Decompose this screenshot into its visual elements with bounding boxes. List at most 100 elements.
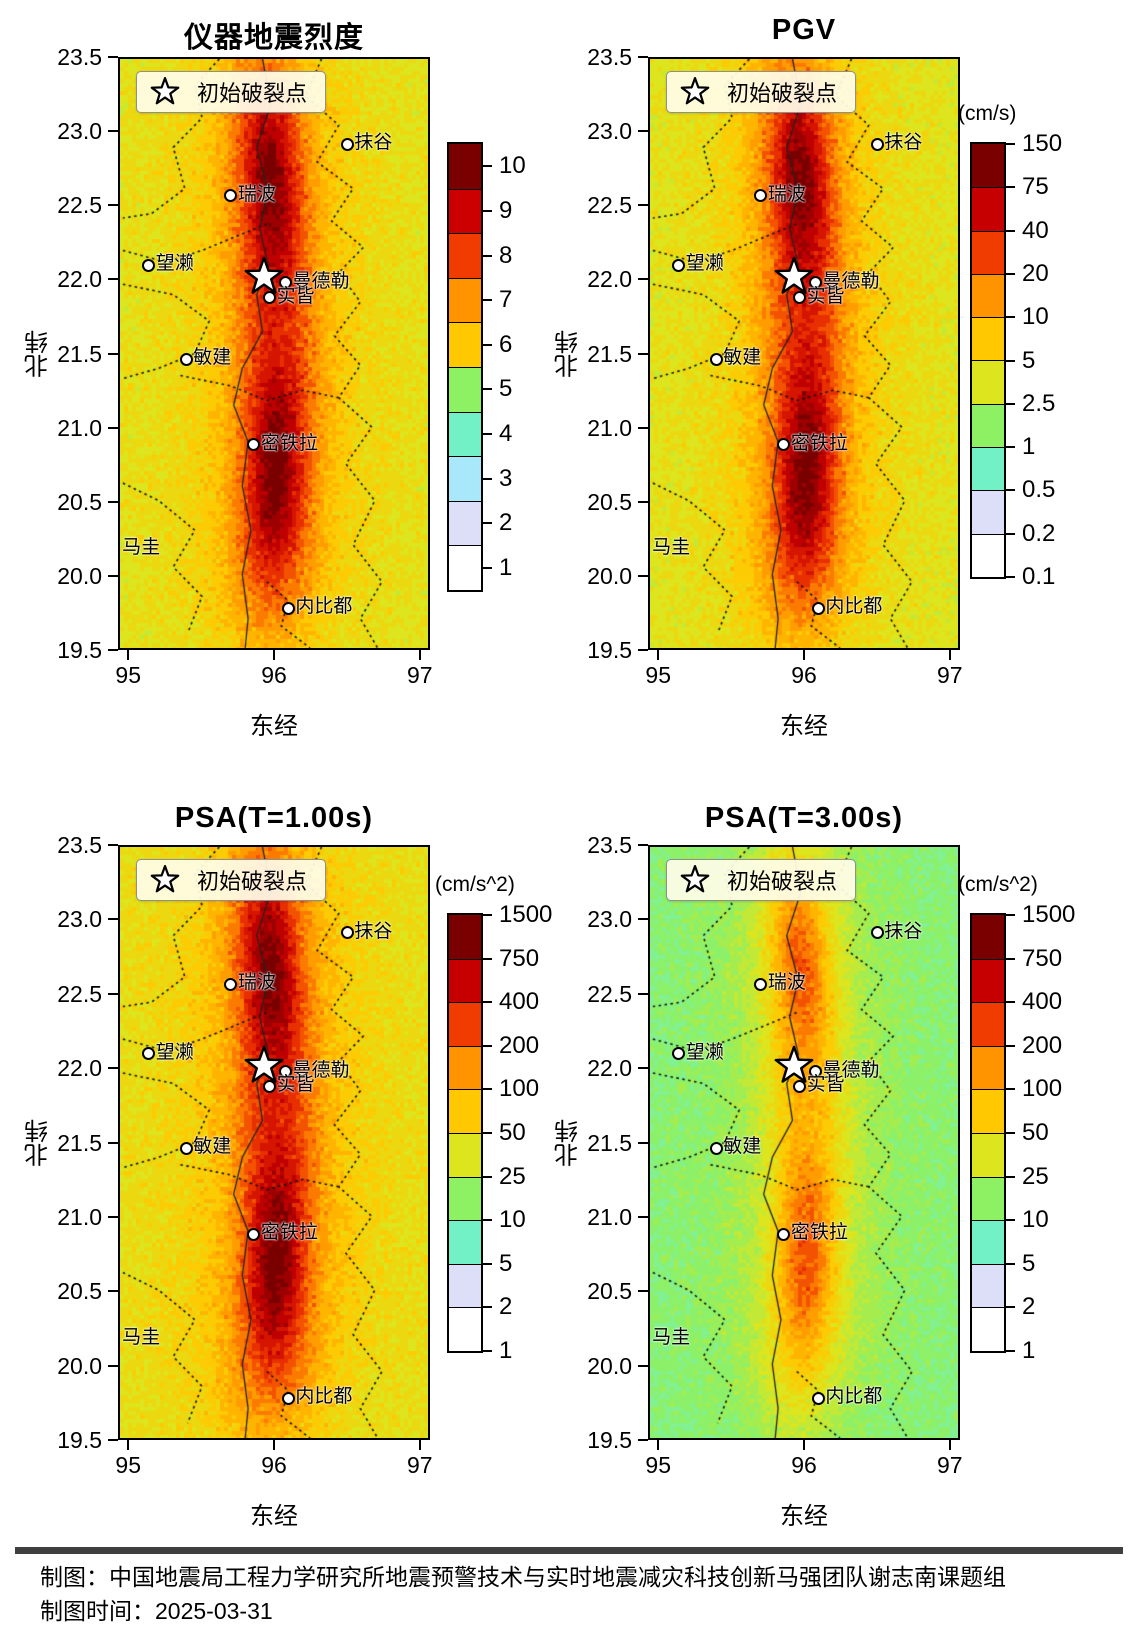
city-marker: [870, 926, 884, 940]
colorbar-tick-mark: [1006, 359, 1015, 362]
colorbar-tick-mark: [483, 1350, 492, 1352]
city-label: 抹谷: [884, 132, 923, 154]
colorbar: [447, 142, 483, 592]
colorbar-tick-label: 1500: [499, 901, 553, 928]
city-marker: [281, 1391, 295, 1405]
city-label: 密铁拉: [790, 1222, 848, 1244]
colorbar-band: [972, 230, 1004, 274]
colorbar-tick-label: 400: [499, 988, 540, 1016]
y-tick-mark: [638, 1364, 648, 1367]
star-icon: [149, 76, 181, 108]
x-axis-label: 东经: [780, 1503, 828, 1530]
colorbar-tick-label: 8: [499, 241, 513, 269]
city-label: 望濑: [155, 253, 194, 275]
city-marker: [754, 977, 768, 991]
y-tick-label: 21.0: [57, 414, 102, 441]
colorbar-tick-label: 20: [1022, 259, 1049, 287]
y-tick-mark: [638, 352, 648, 355]
y-tick-mark: [638, 1439, 648, 1441]
city-label: 瑞波: [767, 183, 806, 205]
colorbar-band: [972, 1089, 1004, 1133]
star-icon: [679, 864, 711, 896]
legend-label: 初始破裂点: [727, 81, 838, 106]
y-tick-label: 22.0: [57, 266, 102, 293]
y-tick-label: 23.5: [587, 44, 632, 70]
y-tick-mark: [108, 1439, 118, 1441]
colorbar-tick-mark: [483, 1132, 492, 1134]
colorbar-tick-mark: [1006, 1306, 1015, 1309]
colorbar-band: [972, 187, 1004, 231]
city-marker: [777, 1227, 791, 1241]
colorbar-band: [449, 1045, 481, 1090]
y-tick-mark: [638, 844, 648, 846]
legend-initial-rupture: 初始破裂点: [666, 71, 857, 113]
colorbar-tick-label: 200: [1022, 1031, 1063, 1059]
x-tick-mark: [127, 650, 130, 660]
star-icon: [149, 864, 181, 896]
city-label: 内比都: [825, 1386, 883, 1408]
colorbar-band: [972, 1132, 1004, 1177]
y-tick-mark: [638, 500, 648, 503]
y-tick-label: 21.0: [587, 1203, 632, 1230]
colorbar-band: [972, 273, 1004, 318]
y-tick-label: 19.5: [57, 1427, 102, 1453]
city-label: 曼德勒: [822, 270, 880, 292]
y-tick-label: 20.0: [57, 1352, 102, 1379]
colorbar-tick-mark: [483, 566, 492, 569]
y-tick-label: 23.0: [57, 118, 102, 145]
colorbar-unit: (cm/s^2): [958, 873, 1038, 896]
colorbar-tick-mark: [1006, 316, 1015, 319]
x-tick-mark: [657, 650, 660, 660]
caption-rule: [15, 1547, 1123, 1554]
y-tick-mark: [638, 1290, 648, 1293]
colorbar-tick-label: 0.1: [1022, 563, 1056, 590]
y-tick-label: 23.0: [57, 906, 102, 933]
colorbar-tick-label: 3: [499, 464, 513, 492]
city-marker: [279, 1065, 292, 1079]
city-label: 曼德勒: [292, 1059, 350, 1081]
city-marker: [142, 258, 156, 272]
colorbar-band: [972, 958, 1004, 1003]
colorbar-tick-label: 10: [1022, 1206, 1049, 1234]
colorbar-tick-label: 1: [499, 1337, 513, 1364]
colorbar-tick-mark: [483, 388, 492, 391]
x-tick-label: 96: [261, 1452, 287, 1478]
colorbar-band: [449, 1132, 481, 1177]
colorbar-tick-mark: [483, 299, 492, 302]
city-marker: [224, 977, 238, 991]
epicenter-star-icon: [772, 255, 816, 304]
colorbar-tick-mark: [1006, 1044, 1015, 1047]
y-tick-mark: [108, 1364, 118, 1367]
colorbar-band: [972, 915, 1004, 959]
x-tick-label: 96: [261, 662, 287, 688]
colorbar-band: [449, 500, 481, 546]
city-marker: [672, 258, 686, 272]
colorbar-tick-label: 50: [499, 1119, 526, 1146]
city-label: 实皆: [276, 285, 315, 307]
y-tick-label: 20.5: [587, 488, 632, 515]
city-label: 密铁拉: [260, 432, 318, 454]
colorbar-tick-label: 10: [1022, 303, 1049, 331]
city-marker: [777, 438, 791, 452]
y-tick-mark: [108, 426, 118, 429]
colorbar-tick-mark: [483, 1219, 492, 1222]
y-tick-mark: [638, 278, 648, 281]
city-label: 敏建: [193, 347, 232, 369]
colorbar-tick-mark: [1006, 229, 1015, 232]
colorbar-tick-mark: [1006, 1262, 1015, 1265]
colorbar-tick-label: 5: [499, 1249, 513, 1277]
y-tick-label: 20.0: [587, 562, 632, 589]
y-tick-mark: [638, 918, 648, 921]
colorbar-band: [449, 322, 481, 367]
colorbar-tick-label: 2.5: [1022, 389, 1056, 417]
y-tick-mark: [638, 574, 648, 577]
y-tick-label: 21.5: [57, 1129, 102, 1156]
colorbar-band: [972, 533, 1004, 577]
colorbar-tick-label: 750: [1022, 944, 1063, 972]
colorbar-tick-label: 400: [1022, 988, 1063, 1016]
colorbar-band: [449, 1307, 481, 1351]
colorbar-tick-label: 25: [499, 1162, 526, 1190]
colorbar-tick-mark: [483, 477, 492, 480]
legend-label: 初始破裂点: [727, 869, 838, 894]
